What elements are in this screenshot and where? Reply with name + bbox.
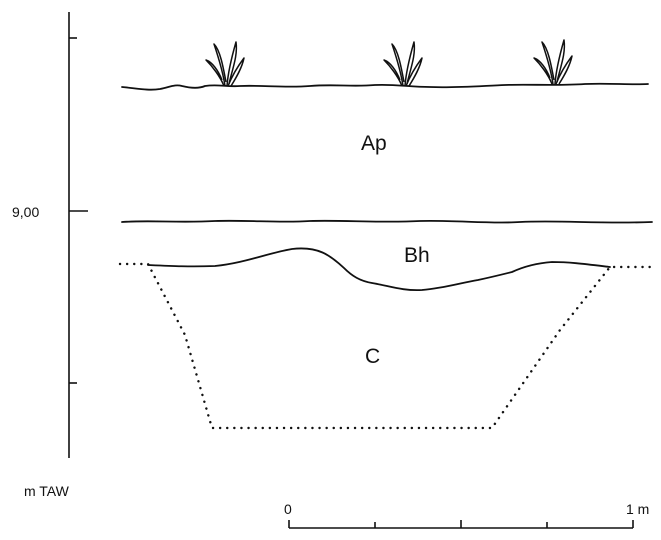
plant-icon	[533, 39, 573, 85]
ground-surface-line	[121, 82, 649, 91]
scale-bar	[288, 520, 634, 529]
elevation-axis	[68, 12, 88, 458]
horizon-ap-label: Ap	[361, 132, 387, 155]
elevation-label: 9,00	[12, 204, 39, 220]
horizon-c-label: C	[365, 345, 380, 368]
pit-outline-dotted	[118, 262, 658, 430]
horizon-ap-lower-boundary	[121, 219, 653, 224]
scale-start-label: 0	[284, 501, 292, 517]
horizon-bh-lower-boundary	[147, 247, 611, 292]
elevation-unit-label: m TAW	[24, 483, 70, 499]
plant-icon	[383, 41, 423, 87]
horizon-bh-label: Bh	[404, 244, 430, 267]
plant-icon	[205, 41, 245, 87]
scale-end-label: 1 m	[626, 501, 649, 517]
